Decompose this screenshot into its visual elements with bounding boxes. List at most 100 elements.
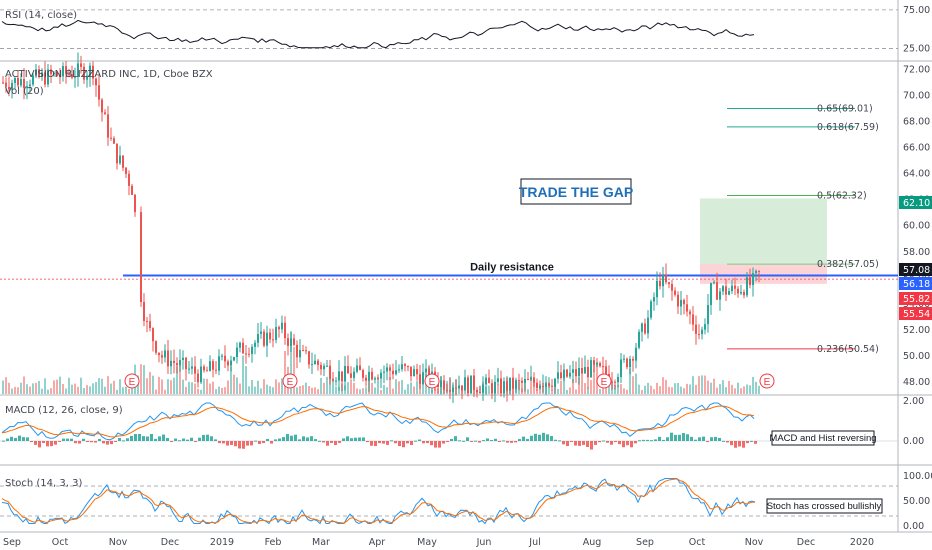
macd-label: MACD (12, 26, close, 9) bbox=[5, 405, 123, 416]
candle-body bbox=[641, 323, 643, 332]
volume-bar bbox=[740, 388, 742, 394]
volume-bar bbox=[116, 389, 118, 394]
volume-bar bbox=[269, 386, 271, 394]
stoch-tick: 50.00 bbox=[903, 496, 930, 507]
time-tick: Nov bbox=[109, 537, 128, 548]
candle-body bbox=[710, 282, 712, 306]
macd-bar bbox=[314, 439, 317, 441]
macd-bar bbox=[154, 438, 157, 441]
price-badge-text: 62.10 bbox=[903, 198, 930, 209]
macd-bar bbox=[414, 440, 417, 442]
macd-bar bbox=[158, 436, 161, 441]
macd-bar bbox=[366, 441, 369, 442]
volume-bar bbox=[407, 384, 409, 394]
price-badge-text: 55.82 bbox=[903, 294, 930, 305]
candle-body bbox=[587, 367, 589, 378]
macd-bar bbox=[710, 437, 713, 441]
macd-bar bbox=[654, 439, 657, 441]
volume-bar bbox=[239, 383, 241, 394]
candle-body bbox=[488, 377, 490, 384]
volume-bar bbox=[680, 386, 682, 394]
headline-box: TRADE THE GAP bbox=[519, 178, 633, 205]
time-tick: Jul bbox=[528, 537, 540, 548]
candle-body bbox=[713, 282, 715, 284]
fib-label: 0.382(57.05) bbox=[817, 259, 879, 270]
macd-bar bbox=[142, 436, 145, 441]
candle-body bbox=[509, 377, 511, 391]
time-axis[interactable]: Sep Oct Nov Dec 2019 Feb Mar Apr May Jun Jul Aug Sep… bbox=[3, 537, 874, 548]
price-badge-text: 55.54 bbox=[903, 309, 930, 320]
candle-body bbox=[683, 300, 685, 305]
volume-bar bbox=[14, 386, 16, 394]
candle-body bbox=[107, 114, 109, 138]
candle-body bbox=[260, 331, 262, 335]
volume-bar bbox=[362, 388, 364, 394]
candle-body bbox=[368, 371, 370, 381]
volume-bar bbox=[359, 389, 361, 394]
candle-body bbox=[653, 297, 655, 302]
volume-bar bbox=[560, 380, 562, 394]
volume-bar bbox=[26, 384, 28, 394]
candle-body bbox=[20, 79, 22, 86]
candle-body bbox=[554, 378, 556, 387]
time-tick: Mar bbox=[312, 537, 330, 548]
candle-body bbox=[206, 370, 208, 372]
volume-bar bbox=[683, 388, 685, 394]
candle-body bbox=[620, 359, 622, 377]
macd-tick: 2.00 bbox=[903, 396, 924, 407]
time-tick: Dec bbox=[797, 537, 815, 548]
volume-bar bbox=[209, 383, 211, 394]
candle-body bbox=[695, 324, 697, 334]
macd-bar bbox=[534, 433, 537, 441]
candle-body bbox=[365, 377, 367, 381]
candle-body bbox=[704, 324, 706, 330]
candle-body bbox=[473, 375, 475, 390]
volume-bar bbox=[599, 389, 601, 394]
macd-bar bbox=[566, 441, 569, 447]
volume-bar bbox=[119, 379, 121, 394]
macd-bar bbox=[426, 441, 429, 444]
candle-body bbox=[482, 384, 484, 393]
volume-bar bbox=[398, 381, 400, 394]
volume-bar bbox=[179, 364, 181, 394]
candle-body bbox=[209, 361, 211, 372]
volume-bar bbox=[161, 379, 163, 394]
macd-bar bbox=[274, 439, 277, 441]
candle-body bbox=[656, 280, 658, 298]
candle-body bbox=[623, 358, 625, 360]
volume-bar bbox=[323, 382, 325, 394]
candle-body bbox=[461, 385, 463, 391]
candle-body bbox=[566, 369, 568, 377]
macd-bar bbox=[554, 439, 557, 441]
macd-bar bbox=[438, 441, 441, 448]
candle-body bbox=[353, 371, 355, 378]
candle-body bbox=[320, 364, 322, 370]
earnings-letter: E bbox=[129, 377, 136, 388]
candle-body bbox=[650, 301, 652, 318]
volume-bar bbox=[56, 379, 58, 394]
macd-bar bbox=[78, 441, 81, 444]
candle-body bbox=[2, 82, 4, 84]
candle-body bbox=[278, 327, 280, 330]
macd-bar bbox=[214, 439, 217, 441]
macd-bar bbox=[122, 440, 125, 442]
candle-body bbox=[233, 357, 235, 361]
candle-body bbox=[38, 69, 40, 77]
macd-bar bbox=[58, 441, 61, 442]
candle-body bbox=[266, 332, 268, 346]
macd-bar bbox=[358, 437, 361, 441]
macd-signal-line bbox=[1, 405, 755, 438]
volume-bar bbox=[710, 382, 712, 394]
candle-body bbox=[479, 392, 481, 394]
macd-bar bbox=[330, 441, 333, 443]
volume-bar bbox=[242, 355, 244, 394]
candle-body bbox=[731, 285, 733, 292]
volume-bar bbox=[59, 376, 61, 394]
volume-bar bbox=[248, 386, 250, 394]
macd-bar bbox=[430, 441, 433, 446]
stoch-note-text: Stoch has crossed bullishly bbox=[767, 501, 882, 512]
volume-bar bbox=[623, 388, 625, 394]
volume-bar bbox=[68, 377, 70, 394]
pane-separators bbox=[0, 0, 932, 533]
